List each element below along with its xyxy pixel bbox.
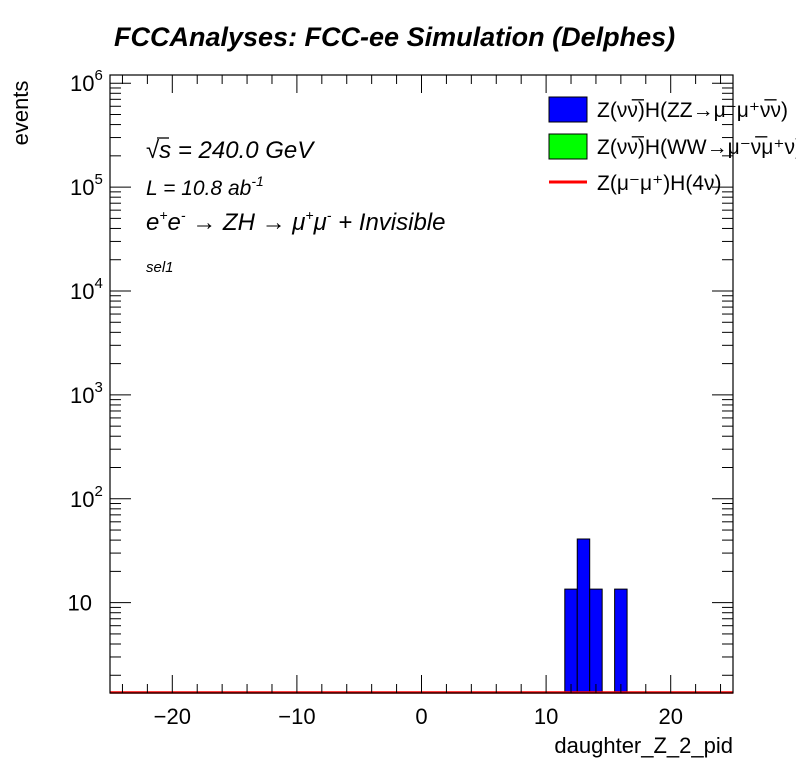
y-tick-label: 104 bbox=[70, 275, 103, 304]
plot-frame bbox=[109, 74, 734, 694]
x-tick-labels: −20 −10 0 10 20 bbox=[154, 704, 683, 729]
y-tick-base: 10 bbox=[70, 175, 94, 200]
x-tick-label: −10 bbox=[278, 704, 315, 729]
legend: Z(νν̅)H(ZZ→μ⁻μ⁺ν̅ν) Z(νν̅)H(WW→μ⁻ν̅μ⁺ν) … bbox=[548, 96, 796, 195]
process-arrows: → ZH → bbox=[186, 209, 293, 236]
y-tick-base: 10 bbox=[70, 279, 94, 304]
process-annotation: e+e- → ZH → μ+μ- + Invisible bbox=[146, 207, 445, 236]
luminosity-value: L = 10.8 ab bbox=[146, 177, 252, 200]
selection-label: sel1 bbox=[146, 259, 174, 276]
y-tick-exponent: 2 bbox=[94, 483, 102, 500]
y-tick-label: 105 bbox=[70, 171, 103, 200]
sqrt-symbol: √ bbox=[146, 137, 160, 164]
y-tick-exponent: 5 bbox=[94, 171, 102, 188]
x-tick-label: 20 bbox=[658, 704, 682, 729]
x-tick-label: 10 bbox=[534, 704, 558, 729]
bar-series0-bin1 bbox=[576, 538, 591, 694]
process-e2: e bbox=[168, 209, 181, 236]
y-tick-label: 103 bbox=[70, 379, 103, 408]
legend-label-zz: Z(νν̅)H(ZZ→μ⁻μ⁺ν̅ν) bbox=[597, 99, 788, 122]
axis-ticks bbox=[110, 75, 733, 693]
y-tick-base: 10 bbox=[70, 383, 94, 408]
legend-swatch-ww bbox=[548, 133, 588, 160]
x-tick-label: −20 bbox=[154, 704, 191, 729]
legend-label-4nu: Z(μ⁻μ⁺)H(4ν) bbox=[597, 172, 722, 195]
x-axis-title: daughter_Z_2_pid bbox=[554, 733, 733, 758]
y-tick-base: 10 bbox=[70, 71, 94, 96]
process-e1: e bbox=[146, 209, 159, 236]
y-tick-exponent: 4 bbox=[94, 275, 102, 292]
legend-swatch-zz bbox=[548, 96, 588, 123]
x-tick-label: 0 bbox=[415, 704, 427, 729]
process-mu1: μ bbox=[291, 209, 305, 236]
process-mu2: μ bbox=[313, 209, 327, 236]
y-tick-exponent: 3 bbox=[94, 379, 102, 396]
y-tick-label: 102 bbox=[70, 483, 103, 512]
process-mu1-sup: + bbox=[305, 207, 313, 223]
y-tick-label: 106 bbox=[70, 67, 103, 96]
y-tick-label: 10 bbox=[68, 591, 92, 616]
y-axis-title: events bbox=[8, 81, 33, 146]
histogram-bars bbox=[564, 538, 628, 694]
sqrt-s-value: = 240.0 GeV bbox=[171, 137, 315, 164]
luminosity-annotation: L = 10.8 ab-1 bbox=[146, 173, 264, 200]
y-tick-exponent: 6 bbox=[94, 67, 102, 84]
process-e1-sup: + bbox=[159, 207, 167, 223]
bar-series0-bin0 bbox=[564, 588, 578, 694]
process-mu2-sup: - bbox=[327, 207, 332, 223]
y-tick-base: 10 bbox=[70, 487, 94, 512]
sqrt-s-annotation: √s = 240.0 GeV bbox=[146, 137, 315, 164]
process-tail: + Invisible bbox=[331, 209, 445, 236]
luminosity-exponent: -1 bbox=[251, 173, 263, 189]
bar-series0-bin2 bbox=[589, 588, 603, 694]
process-e2-sup: - bbox=[181, 207, 186, 223]
sqrt-s-variable: s bbox=[159, 137, 171, 164]
chart-title: FCCAnalyses: FCC-ee Simulation (Delphes) bbox=[114, 22, 675, 52]
legend-label-ww: Z(νν̅)H(WW→μ⁻ν̅μ⁺ν) bbox=[597, 136, 796, 159]
bar-series0-bin3 bbox=[614, 588, 628, 694]
